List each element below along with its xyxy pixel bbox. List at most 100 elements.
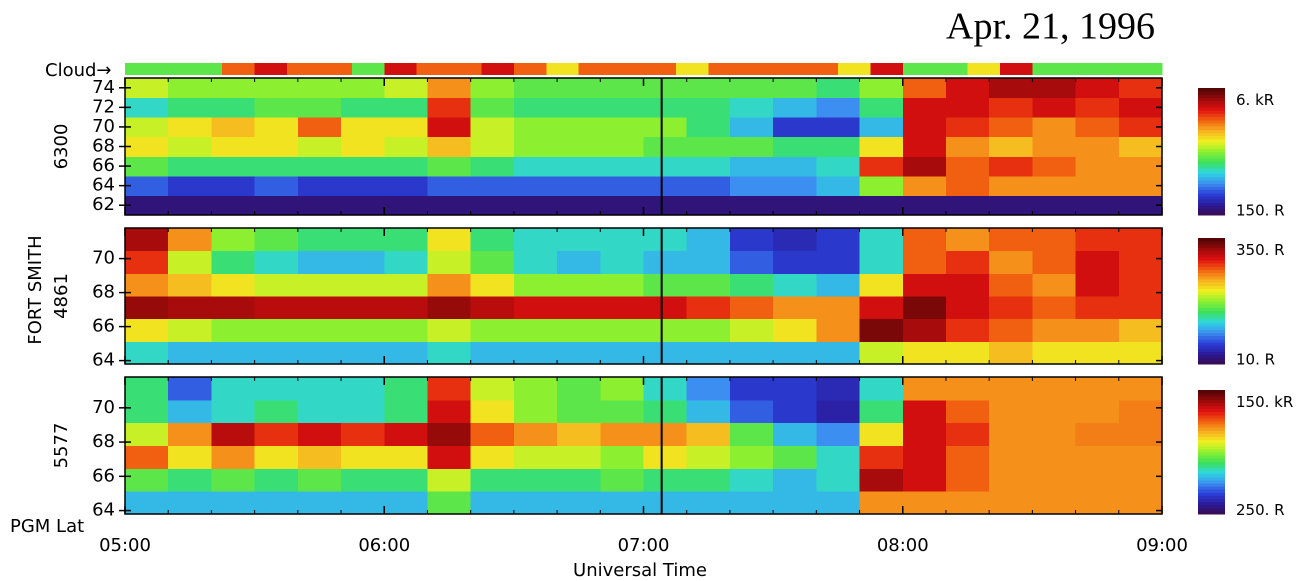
- heat-cell: [989, 156, 1033, 176]
- heat-cell: [125, 491, 169, 514]
- heat-cell: [989, 137, 1033, 157]
- heat-cell: [1119, 251, 1163, 274]
- colorbar-cell: [1198, 406, 1225, 410]
- heat-cell: [384, 468, 428, 491]
- heat-cell: [946, 251, 990, 274]
- y-tick-label: 68: [92, 282, 115, 303]
- heat-cell: [644, 251, 688, 274]
- heat-cell: [211, 98, 255, 118]
- heat-cell: [255, 195, 299, 215]
- cloud-cell: [741, 63, 774, 75]
- heat-cell: [168, 296, 212, 319]
- colorbar-cell: [1198, 152, 1225, 156]
- heat-cell: [730, 137, 774, 157]
- heat-cell: [730, 117, 774, 137]
- heat-cell: [644, 491, 688, 514]
- x-axis-label: Universal Time: [573, 560, 707, 581]
- y-tick-label: 72: [92, 96, 115, 117]
- heat-cell: [816, 117, 860, 137]
- colorbar-cell: [1198, 199, 1225, 203]
- heat-cell: [773, 98, 817, 118]
- heat-cell: [903, 273, 947, 296]
- colorbar-cell: [1198, 148, 1225, 152]
- heat-cell: [1032, 491, 1076, 514]
- heat-cell: [255, 491, 299, 514]
- colorbar-cell: [1198, 492, 1225, 496]
- heat-cell: [384, 296, 428, 319]
- heat-cell: [557, 137, 601, 157]
- heat-cell: [644, 176, 688, 196]
- heat-cell: [816, 468, 860, 491]
- heat-cell: [298, 273, 342, 296]
- heat-cell: [903, 156, 947, 176]
- colorbar-cell: [1198, 486, 1225, 490]
- colorbar-cell: [1198, 142, 1225, 146]
- heat-cell: [600, 156, 644, 176]
- heat-cell: [860, 98, 904, 118]
- heat-cell: [341, 228, 385, 251]
- heat-cell: [471, 228, 515, 251]
- heat-cell: [471, 341, 515, 364]
- heat-cell: [1076, 423, 1120, 446]
- heat-cell: [514, 273, 558, 296]
- heat-cell: [1076, 341, 1120, 364]
- heat-cell: [557, 98, 601, 118]
- cloud-cell: [870, 63, 903, 75]
- heat-cell: [903, 377, 947, 400]
- heat-cell: [946, 273, 990, 296]
- heat-cell: [514, 468, 558, 491]
- heat-cell: [816, 446, 860, 469]
- heat-cell: [730, 491, 774, 514]
- colorbar-cell: [1198, 288, 1225, 292]
- cloud-cell: [157, 63, 190, 75]
- heat-cell: [946, 296, 990, 319]
- heat-cell: [341, 137, 385, 157]
- heat-cell: [125, 98, 169, 118]
- heat-cell: [341, 446, 385, 469]
- colorbar-cell: [1198, 304, 1225, 308]
- heat-cell: [1032, 296, 1076, 319]
- heat-cell: [125, 400, 169, 423]
- colorbar-cell: [1198, 310, 1225, 314]
- heat-cell: [168, 251, 212, 274]
- heat-cell: [341, 341, 385, 364]
- heat-cell: [168, 423, 212, 446]
- colorbar-cell: [1198, 480, 1225, 484]
- colorbar-cell: [1198, 158, 1225, 162]
- colorbar-cell: [1198, 390, 1225, 394]
- heat-cell: [903, 251, 947, 274]
- heat-cell: [730, 319, 774, 342]
- heat-cell: [514, 377, 558, 400]
- colorbar-cell: [1198, 263, 1225, 267]
- heat-cell: [1119, 377, 1163, 400]
- heat-cell: [168, 195, 212, 215]
- cloud-cell: [903, 63, 936, 75]
- heat-cell: [211, 176, 255, 196]
- colorbar-cell: [1198, 276, 1225, 280]
- cloud-cell: [838, 63, 871, 75]
- heat-cell: [687, 296, 731, 319]
- heat-cell: [557, 341, 601, 364]
- heat-cell: [384, 78, 428, 98]
- heat-cell: [860, 446, 904, 469]
- heat-cell: [168, 228, 212, 251]
- cloud-cell: [773, 63, 806, 75]
- heat-cell: [298, 117, 342, 137]
- heat-cell: [384, 117, 428, 137]
- colorbar-cell: [1198, 502, 1225, 506]
- heat-cell: [860, 423, 904, 446]
- heat-cell: [600, 98, 644, 118]
- heat-cell: [168, 156, 212, 176]
- x-tick-label: 05:00: [99, 535, 151, 556]
- heat-cell: [730, 98, 774, 118]
- heat-cell: [514, 423, 558, 446]
- colorbar-cell: [1198, 468, 1225, 472]
- heat-cell: [989, 251, 1033, 274]
- heat-cell: [989, 341, 1033, 364]
- x-tick-label: 09:00: [1136, 535, 1188, 556]
- heat-cell: [1119, 78, 1163, 98]
- heat-cell: [514, 341, 558, 364]
- heat-cell: [211, 296, 255, 319]
- heat-cell: [860, 78, 904, 98]
- heat-cell: [989, 468, 1033, 491]
